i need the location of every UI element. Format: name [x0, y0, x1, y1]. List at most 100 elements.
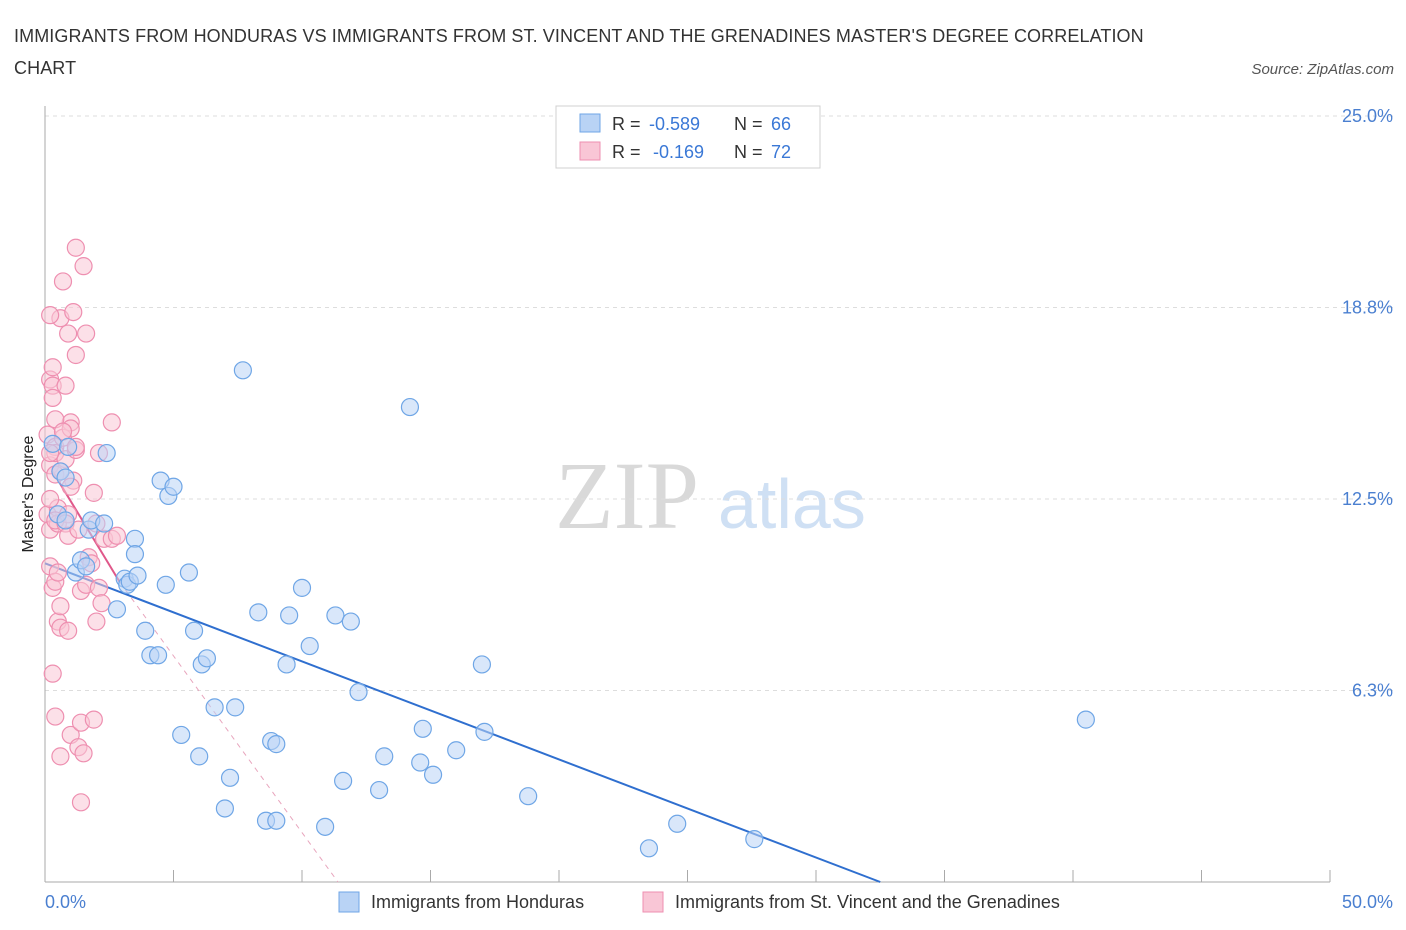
data-point-honduras	[125, 545, 145, 564]
stats-r-label-2: R =	[612, 142, 641, 162]
y-tick-label: 6.3%	[1352, 681, 1393, 701]
stats-n-label-1: N =	[734, 114, 763, 134]
data-point-honduras	[172, 725, 191, 745]
data-point-st-vincent	[51, 747, 70, 766]
y-tick-label: 12.5%	[1342, 489, 1393, 509]
x-tick-label: 50.0%	[1342, 892, 1393, 912]
y-tick-labels: 25.0% 18.8% 12.5% 6.3%	[1342, 106, 1393, 701]
data-point-honduras	[292, 578, 312, 597]
x-tick-labels: 0.0% 50.0%	[45, 892, 1393, 912]
data-point-honduras	[375, 747, 394, 766]
data-point-honduras	[267, 811, 286, 830]
data-point-honduras	[316, 817, 335, 836]
data-point-honduras	[447, 741, 466, 760]
data-point-honduras	[148, 646, 168, 665]
data-point-honduras	[300, 636, 319, 656]
data-point-st-vincent	[66, 238, 85, 257]
y-axis-label: Master's Degree	[20, 435, 37, 552]
data-point-st-vincent	[59, 324, 78, 343]
data-point-honduras	[197, 649, 217, 668]
data-point-honduras	[156, 575, 175, 594]
data-point-honduras	[639, 839, 659, 858]
y-tick-label: 18.8%	[1342, 298, 1393, 318]
data-point-honduras	[136, 621, 155, 640]
x-axis-ticks	[44, 870, 1331, 882]
stats-n-value-1: 66	[771, 114, 791, 134]
data-point-st-vincent	[102, 413, 121, 432]
data-point-st-vincent	[46, 707, 65, 726]
data-point-st-vincent	[41, 306, 60, 325]
stats-n-label-2: N =	[734, 142, 763, 162]
data-point-st-vincent	[77, 324, 96, 343]
legend-label-st-vincent: Immigrants from St. Vincent and the Gren…	[675, 892, 1060, 912]
stats-n-value-2: 72	[771, 142, 791, 162]
series-legend: Immigrants from Honduras Immigrants from…	[338, 891, 1060, 913]
data-point-honduras	[341, 612, 360, 631]
data-point-honduras	[413, 719, 432, 738]
data-point-honduras	[205, 698, 224, 717]
data-point-honduras	[370, 780, 389, 800]
data-point-st-vincent	[43, 388, 62, 407]
gridlines	[45, 115, 1393, 691]
data-point-st-vincent	[43, 358, 62, 377]
data-point-honduras	[107, 600, 127, 619]
series-st-vincent-points	[38, 238, 127, 812]
data-point-honduras	[745, 830, 764, 849]
data-point-honduras	[56, 511, 75, 530]
series-honduras-points	[43, 361, 1095, 858]
stats-legend-swatch-pink	[579, 141, 601, 161]
data-point-honduras	[220, 768, 240, 787]
data-point-st-vincent	[41, 489, 60, 509]
data-point-honduras	[43, 434, 62, 453]
data-point-st-vincent	[56, 376, 75, 395]
data-point-st-vincent	[53, 272, 73, 291]
data-point-honduras	[249, 603, 268, 622]
legend-swatch-st-vincent	[642, 891, 664, 913]
stats-legend-swatch-blue	[579, 113, 601, 133]
data-point-honduras	[77, 557, 96, 576]
data-point-honduras	[179, 563, 199, 582]
data-point-st-vincent	[48, 563, 67, 582]
legend-label-honduras: Immigrants from Honduras	[371, 892, 584, 912]
data-point-st-vincent	[74, 257, 93, 276]
data-point-honduras	[423, 765, 443, 784]
data-point-st-vincent	[84, 710, 103, 729]
data-point-honduras	[280, 606, 299, 625]
data-point-honduras	[164, 477, 183, 496]
data-point-st-vincent	[66, 345, 85, 365]
chart-title: IMMIGRANTS FROM HONDURAS VS IMMIGRANTS F…	[14, 26, 1144, 78]
data-point-honduras	[475, 722, 494, 741]
x-tick-label: 0.0%	[45, 892, 86, 912]
data-point-honduras	[334, 771, 353, 790]
stats-r-value-1: -0.589	[649, 114, 700, 134]
data-point-st-vincent	[64, 302, 83, 322]
data-point-honduras	[267, 735, 286, 754]
data-point-st-vincent	[43, 664, 62, 683]
watermark-zip: ZIP	[555, 442, 699, 549]
data-point-honduras	[215, 799, 234, 818]
data-point-st-vincent	[74, 744, 93, 763]
data-point-honduras	[277, 655, 296, 674]
data-point-st-vincent	[89, 578, 109, 597]
legend-swatch-honduras	[338, 891, 360, 913]
data-point-st-vincent	[51, 597, 70, 616]
data-point-honduras	[226, 698, 245, 717]
trend-line-st-vincent-extension	[119, 581, 339, 883]
data-point-honduras	[411, 753, 430, 772]
data-point-honduras	[349, 682, 368, 702]
data-point-honduras	[519, 787, 538, 806]
data-point-st-vincent	[107, 526, 127, 545]
data-point-honduras	[97, 443, 116, 463]
trend-line-honduras	[44, 562, 881, 883]
data-point-honduras	[125, 529, 145, 548]
source-label: Source: ZipAtlas.com	[1251, 61, 1394, 78]
data-point-st-vincent	[92, 594, 111, 613]
data-point-st-vincent	[84, 483, 103, 502]
data-point-honduras	[128, 566, 147, 585]
stats-r-value-2: -0.169	[653, 142, 704, 162]
data-point-st-vincent	[87, 612, 106, 631]
data-point-honduras	[1076, 710, 1095, 729]
data-point-st-vincent	[71, 793, 91, 812]
data-point-honduras	[56, 468, 75, 487]
